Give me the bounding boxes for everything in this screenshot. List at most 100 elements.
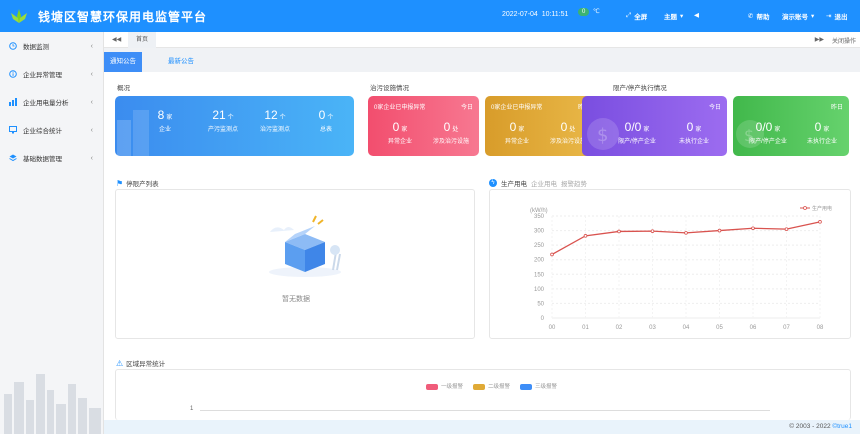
fullscreen-button[interactable]: ⤢ 全屏 bbox=[626, 11, 647, 21]
legend-marker bbox=[803, 206, 807, 210]
sidebar-item-statistics[interactable]: 企业综合统计 ‹ bbox=[0, 116, 103, 144]
stat-label: 涉及治污设施 bbox=[549, 139, 586, 145]
logout-label: 退出 bbox=[834, 14, 848, 21]
data-point bbox=[818, 220, 822, 224]
help-button[interactable]: ✆ 帮助 bbox=[748, 11, 769, 21]
legend-item[interactable]: 三级报警 bbox=[520, 382, 557, 390]
stat-value: 8 bbox=[157, 108, 165, 122]
power-sub-tab-alarm[interactable]: 报警趋势 bbox=[561, 181, 587, 188]
stat-label: 治污监测点 bbox=[259, 127, 290, 133]
stop-list-title: 停限产列表 bbox=[126, 181, 159, 188]
y-tick-label: 200 bbox=[534, 258, 545, 264]
top-bar: 钱塘区智慧环保用电监管平台 2022-07-04 10:11:51 0 ℃ ⤢ 全… bbox=[0, 0, 860, 32]
power-sub-tab-enterprise[interactable]: 企业用电 bbox=[531, 181, 557, 188]
stat-unit: 家 bbox=[774, 127, 781, 133]
data-point bbox=[583, 234, 588, 238]
stat-value: 12 bbox=[264, 108, 278, 122]
stat-value: 0 bbox=[560, 120, 568, 134]
account-menu[interactable]: 演示账号 ▾ bbox=[782, 11, 814, 21]
legend-item[interactable]: 一级报警 bbox=[426, 382, 463, 390]
stop-list-header: ⚑ 停限产列表 bbox=[116, 178, 159, 189]
close-operations-button[interactable]: 关闭操作 bbox=[831, 39, 856, 45]
x-tick-label: 00 bbox=[549, 325, 556, 331]
dashboard-main: 概况 治污设施情况 限产/停产执行情况 8 家企业 21 个产污监测点 12 个治污监… bbox=[104, 72, 860, 420]
data-point bbox=[650, 229, 655, 233]
fullscreen-label: 全屏 bbox=[634, 14, 648, 21]
fullscreen-icon: ⤢ bbox=[626, 12, 632, 19]
power-chart-panel: 0 50 100 150 200 250 300 350 00 01 02 03 04 05 06 07 08 (… bbox=[489, 189, 851, 339]
stat-label: 未执行企业 bbox=[806, 139, 837, 145]
clock: 2022-07-04 10:11:51 bbox=[502, 11, 568, 18]
stat-pollution-points: 21 个产污监测点 bbox=[201, 108, 245, 133]
stat-facilities: 0 处涉及治污设施 bbox=[428, 120, 474, 145]
sidebar-item-exception[interactable]: 企业异常管理 ‹ bbox=[0, 60, 103, 88]
layers-icon bbox=[8, 154, 17, 163]
logout-icon: ⇥ bbox=[826, 13, 832, 20]
stat-unit: 家 bbox=[518, 127, 525, 133]
y-tick-label: 100 bbox=[534, 287, 545, 293]
card-day: 昨日 bbox=[830, 105, 843, 111]
sidebar-item-label: 企业综合统计 bbox=[23, 128, 62, 135]
stat-facilities: 0 处涉及治污设施 bbox=[545, 120, 591, 145]
data-point bbox=[717, 228, 722, 233]
triangle-left-icon: ◀ bbox=[694, 12, 699, 19]
theme-label: 主题 bbox=[664, 14, 677, 21]
clock-icon bbox=[8, 42, 17, 51]
stat-limited-enterprises: 0/0 家限产/停产企业 bbox=[741, 120, 795, 145]
region-header: ⚠ 区域异常统计 bbox=[116, 358, 165, 369]
warning-icon: ⚠ bbox=[116, 358, 124, 368]
region-y-tick: 1 bbox=[190, 406, 194, 412]
stat-label: 涉及治污设施 bbox=[432, 139, 469, 145]
chevron-left-icon: ‹ bbox=[90, 154, 93, 162]
scroll-left-icon[interactable]: ◀◀ bbox=[112, 37, 122, 43]
weather-badge: 0 bbox=[578, 8, 590, 16]
logout-button[interactable]: ⇥ 退出 bbox=[826, 11, 847, 21]
sidebar-item-power-analysis[interactable]: 企业用电量分析 ‹ bbox=[0, 88, 103, 116]
stat-unit: 处 bbox=[452, 127, 459, 133]
legend-label: 生产用电 bbox=[812, 205, 832, 212]
region-legend: 一级报警 二级报警 三级报警 bbox=[426, 382, 557, 390]
overview-title: 概况 bbox=[117, 85, 130, 92]
stat-label: 限产/停产企业 bbox=[749, 139, 787, 145]
collapse-arrow-button[interactable]: ◀ bbox=[694, 11, 699, 19]
stat-unexecuted: 0 家未执行企业 bbox=[670, 120, 718, 145]
sidebar-item-data-monitoring[interactable]: 数据监测 ‹ bbox=[0, 32, 103, 60]
svg-text:$: $ bbox=[597, 125, 608, 146]
y-tick-label: 300 bbox=[534, 229, 545, 235]
scroll-right-icon[interactable]: ▶▶ bbox=[814, 37, 824, 43]
data-point bbox=[751, 226, 755, 231]
x-tick-label: 01 bbox=[582, 325, 589, 331]
region-gridline bbox=[200, 410, 770, 411]
sidebar-item-label: 企业异常管理 bbox=[23, 72, 62, 79]
x-tick-label: 03 bbox=[649, 325, 656, 331]
stat-value: 0/0 bbox=[624, 120, 642, 134]
brand-link[interactable]: ©true1 bbox=[832, 423, 852, 430]
chevron-left-icon: ‹ bbox=[90, 70, 93, 78]
stat-value: 0 bbox=[686, 120, 694, 134]
theme-button[interactable]: 主题 ▾ bbox=[664, 11, 683, 21]
date-text: 2022-07-04 bbox=[502, 11, 538, 18]
stat-enterprises: 8 家企业 bbox=[153, 108, 177, 133]
app-title: 钱塘区智慧环保用电监管平台 bbox=[38, 9, 208, 24]
tab-home[interactable]: 首页 bbox=[128, 32, 157, 48]
account-label: 演示账号 bbox=[782, 14, 808, 21]
sidebar-item-base-data[interactable]: 基础数据管理 ‹ bbox=[0, 144, 103, 172]
tab-latest-notice[interactable]: 最新公告 bbox=[168, 58, 194, 65]
stat-value: 0/0 bbox=[755, 120, 773, 134]
stat-label: 限产/停产企业 bbox=[618, 139, 656, 145]
tab-notice[interactable]: 通知公告 bbox=[104, 52, 142, 72]
overview-card: 8 家企业 21 个产污监测点 12 个治污监测点 0 个总表 bbox=[115, 96, 354, 156]
power-line-chart: 0 50 100 150 200 250 300 350 00 01 02 03 04 05 06 07 08 (… bbox=[530, 205, 832, 331]
legend-item[interactable]: 二级报警 bbox=[473, 382, 510, 390]
notice-tabs: 通知公告 最新公告 bbox=[104, 48, 860, 72]
power-title[interactable]: 生产用电 bbox=[501, 181, 527, 188]
bar-chart-icon bbox=[8, 98, 17, 107]
x-tick-label: 06 bbox=[750, 325, 757, 331]
empty-text: 暂无数据 bbox=[282, 296, 310, 303]
card-day: 今日 bbox=[708, 105, 721, 111]
data-point bbox=[784, 227, 789, 231]
tab-bar: ◀◀ 首页 ▶▶ 关闭操作 bbox=[104, 32, 860, 48]
stat-unit: 家 bbox=[166, 115, 173, 121]
stat-value: 0 bbox=[814, 120, 822, 134]
logo-icon bbox=[8, 5, 30, 27]
